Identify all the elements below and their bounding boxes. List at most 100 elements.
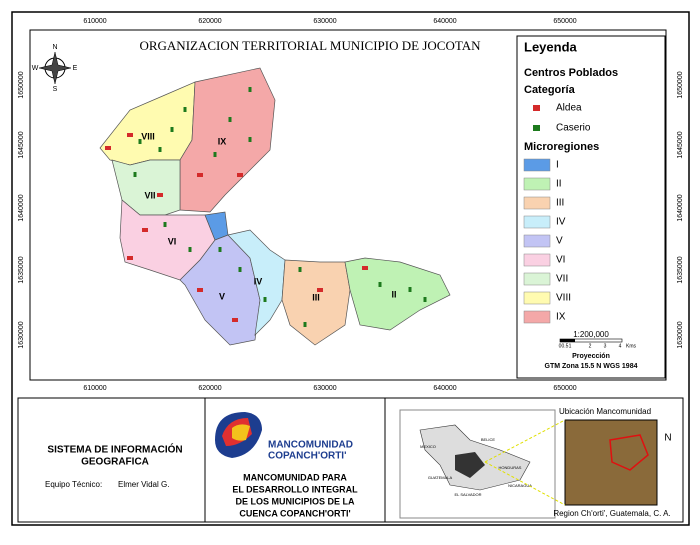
aldea-marker bbox=[157, 193, 163, 197]
inset-guatemala bbox=[455, 452, 485, 478]
caserio-marker bbox=[378, 282, 382, 287]
legend-section: Categoría bbox=[524, 84, 576, 96]
legend-symbol bbox=[533, 125, 540, 131]
inset-label: NICARAGUA bbox=[508, 483, 532, 488]
inset-title: Ubicación Mancomunidad bbox=[559, 407, 651, 416]
scale-tick: 1 bbox=[569, 343, 572, 349]
region bbox=[179, 67, 276, 213]
legend-label: VIII bbox=[556, 293, 571, 304]
caserio-marker bbox=[138, 139, 142, 144]
x-coord: 640000 bbox=[433, 385, 456, 392]
scale-bar bbox=[560, 339, 575, 342]
compass-e: E bbox=[73, 65, 78, 72]
legend-label: V bbox=[556, 236, 563, 247]
caserio-marker bbox=[238, 267, 242, 272]
scale-tick: 0 bbox=[559, 343, 562, 349]
legend-symbol bbox=[533, 105, 540, 111]
caserio-marker bbox=[228, 117, 232, 122]
inset-caption: Region Ch'orti', Guatemala, C. A. bbox=[553, 509, 670, 518]
region-label: V bbox=[219, 291, 225, 301]
x-coord: 630000 bbox=[313, 18, 336, 25]
aldea-marker bbox=[105, 146, 111, 150]
legend-swatch bbox=[523, 291, 551, 305]
legend-swatch bbox=[523, 215, 551, 229]
inset-label: HONDURAS bbox=[499, 465, 522, 470]
logo-text: MANCOMUNIDAD bbox=[268, 440, 353, 451]
team-label: Equipo Técnico: bbox=[45, 480, 102, 489]
x-coord: 650000 bbox=[553, 385, 576, 392]
caserio-marker bbox=[408, 287, 412, 292]
y-coord: 1630000 bbox=[677, 321, 684, 348]
legend-swatch bbox=[523, 310, 551, 324]
projection-title: Proyección bbox=[572, 353, 610, 360]
legend-label: VI bbox=[556, 255, 565, 266]
scale-unit: Kms bbox=[626, 343, 637, 349]
legend-swatch bbox=[523, 234, 551, 248]
region bbox=[281, 259, 351, 346]
legend-swatch bbox=[523, 253, 551, 267]
y-coord: 1640000 bbox=[677, 194, 684, 221]
compass: N S E W bbox=[32, 44, 78, 93]
legend-section: Microregiones bbox=[524, 141, 599, 153]
scale-tick: 0.5 bbox=[562, 343, 569, 349]
map-title: ORGANIZACION TERRITORIAL MUNICIPIO DE JO… bbox=[139, 38, 481, 53]
relief-map bbox=[564, 419, 658, 506]
legend-label: VII bbox=[556, 274, 568, 285]
caserio-marker bbox=[163, 222, 167, 227]
aldea-marker bbox=[127, 256, 133, 260]
inset-north: N bbox=[664, 433, 671, 444]
caserio-marker bbox=[263, 297, 267, 302]
aldea-marker bbox=[197, 173, 203, 177]
x-coord: 610000 bbox=[83, 18, 106, 25]
y-coord: 1645000 bbox=[18, 131, 25, 158]
inset-label: GUATEMALA bbox=[428, 475, 453, 480]
x-coord: 630000 bbox=[313, 385, 336, 392]
scale-tick: 3 bbox=[604, 343, 607, 349]
description-line: DE LOS MUNICIPIOS DE LA bbox=[235, 496, 355, 506]
region-label: VII bbox=[144, 190, 155, 200]
region-outline bbox=[609, 434, 649, 471]
aldea-marker bbox=[237, 173, 243, 177]
aldea-marker bbox=[127, 133, 133, 137]
caserio-marker bbox=[133, 172, 137, 177]
y-coord: 1640000 bbox=[18, 194, 25, 221]
caserio-marker bbox=[218, 247, 222, 252]
caserio-marker bbox=[158, 147, 162, 152]
region-label: IX bbox=[218, 136, 227, 146]
y-coord: 1650000 bbox=[18, 71, 25, 98]
legend-swatch bbox=[523, 196, 551, 210]
y-coord: 1645000 bbox=[677, 131, 684, 158]
scale-tick: 4 bbox=[619, 343, 622, 349]
y-coord: 1650000 bbox=[677, 71, 684, 98]
inset-link bbox=[484, 461, 566, 506]
aldea-marker bbox=[142, 228, 148, 232]
y-coord: 1630000 bbox=[18, 321, 25, 348]
region-label: II bbox=[391, 289, 396, 299]
legend-label: I bbox=[556, 160, 559, 171]
caserio-marker bbox=[248, 87, 252, 92]
x-coord: 620000 bbox=[198, 18, 221, 25]
caserio-marker bbox=[303, 322, 307, 327]
region-label: IV bbox=[254, 276, 263, 286]
inset-label: BELICE bbox=[481, 437, 496, 442]
legend-swatch bbox=[523, 272, 551, 286]
x-coord: 650000 bbox=[553, 18, 576, 25]
legend-title: Leyenda bbox=[524, 39, 578, 54]
team-name: Elmer Vidal G. bbox=[118, 480, 169, 489]
caserio-marker bbox=[188, 247, 192, 252]
inset-label: EL SALVADOR bbox=[454, 492, 481, 497]
description-line: CUENCA COPANCH'ORTI' bbox=[239, 508, 350, 518]
legend-label: Caserio bbox=[556, 123, 591, 134]
compass-s: S bbox=[53, 86, 58, 93]
x-coord: 610000 bbox=[83, 385, 106, 392]
projection: GTM Zona 15.5 N WGS 1984 bbox=[545, 363, 638, 370]
description: MANCOMUNIDAD PARA EL DESARROLLO INTEGRAL D… bbox=[232, 472, 358, 518]
logo: MANCOMUNIDAD COPANCH'ORTI' bbox=[215, 412, 353, 462]
caserio-marker bbox=[423, 297, 427, 302]
scale: 1:200,000 bbox=[573, 330, 609, 339]
caserio-marker bbox=[170, 127, 174, 132]
inset-label: MEXICO bbox=[420, 444, 436, 449]
y-coord: 1635000 bbox=[18, 256, 25, 283]
